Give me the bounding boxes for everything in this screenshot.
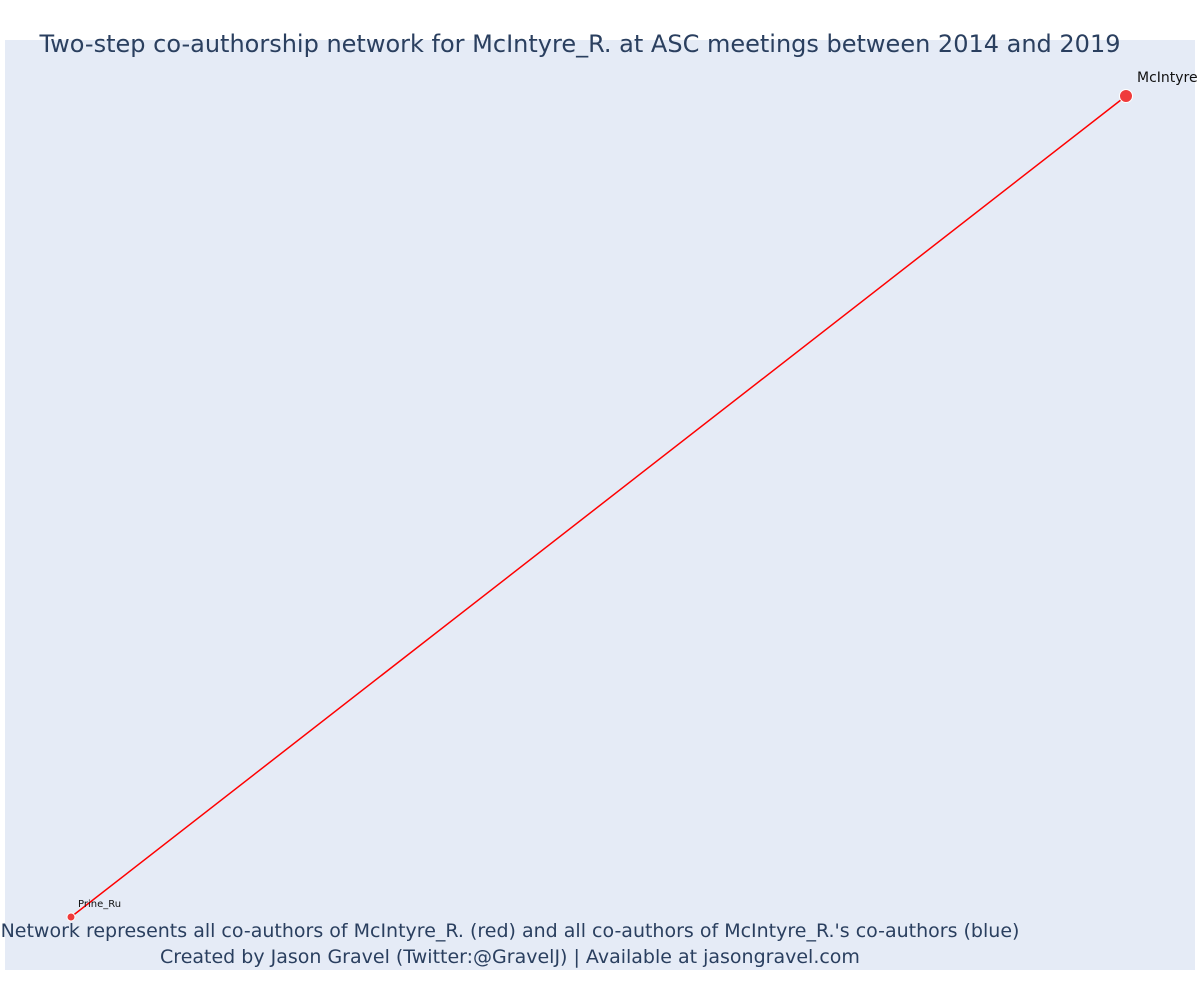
node-prine[interactable] [66,912,76,922]
node-label-prine: Prine_Ru [78,899,121,910]
nodes-layer [66,89,1133,922]
edge-prine-mcintyre [70,95,1127,918]
caption-credit: Created by Jason Gravel (Twitter:@Gravel… [160,946,860,968]
chart-title: Two-step co-authorship network for McInt… [39,30,1121,58]
node-mcintyre[interactable] [1119,89,1133,103]
node-label-mcintyre: McIntyre [1137,70,1198,86]
caption-description: Network represents all co-authors of McI… [0,920,1020,942]
labels-layer: McIntyre Prine_Ru [78,70,1198,910]
edges-layer [70,95,1127,918]
